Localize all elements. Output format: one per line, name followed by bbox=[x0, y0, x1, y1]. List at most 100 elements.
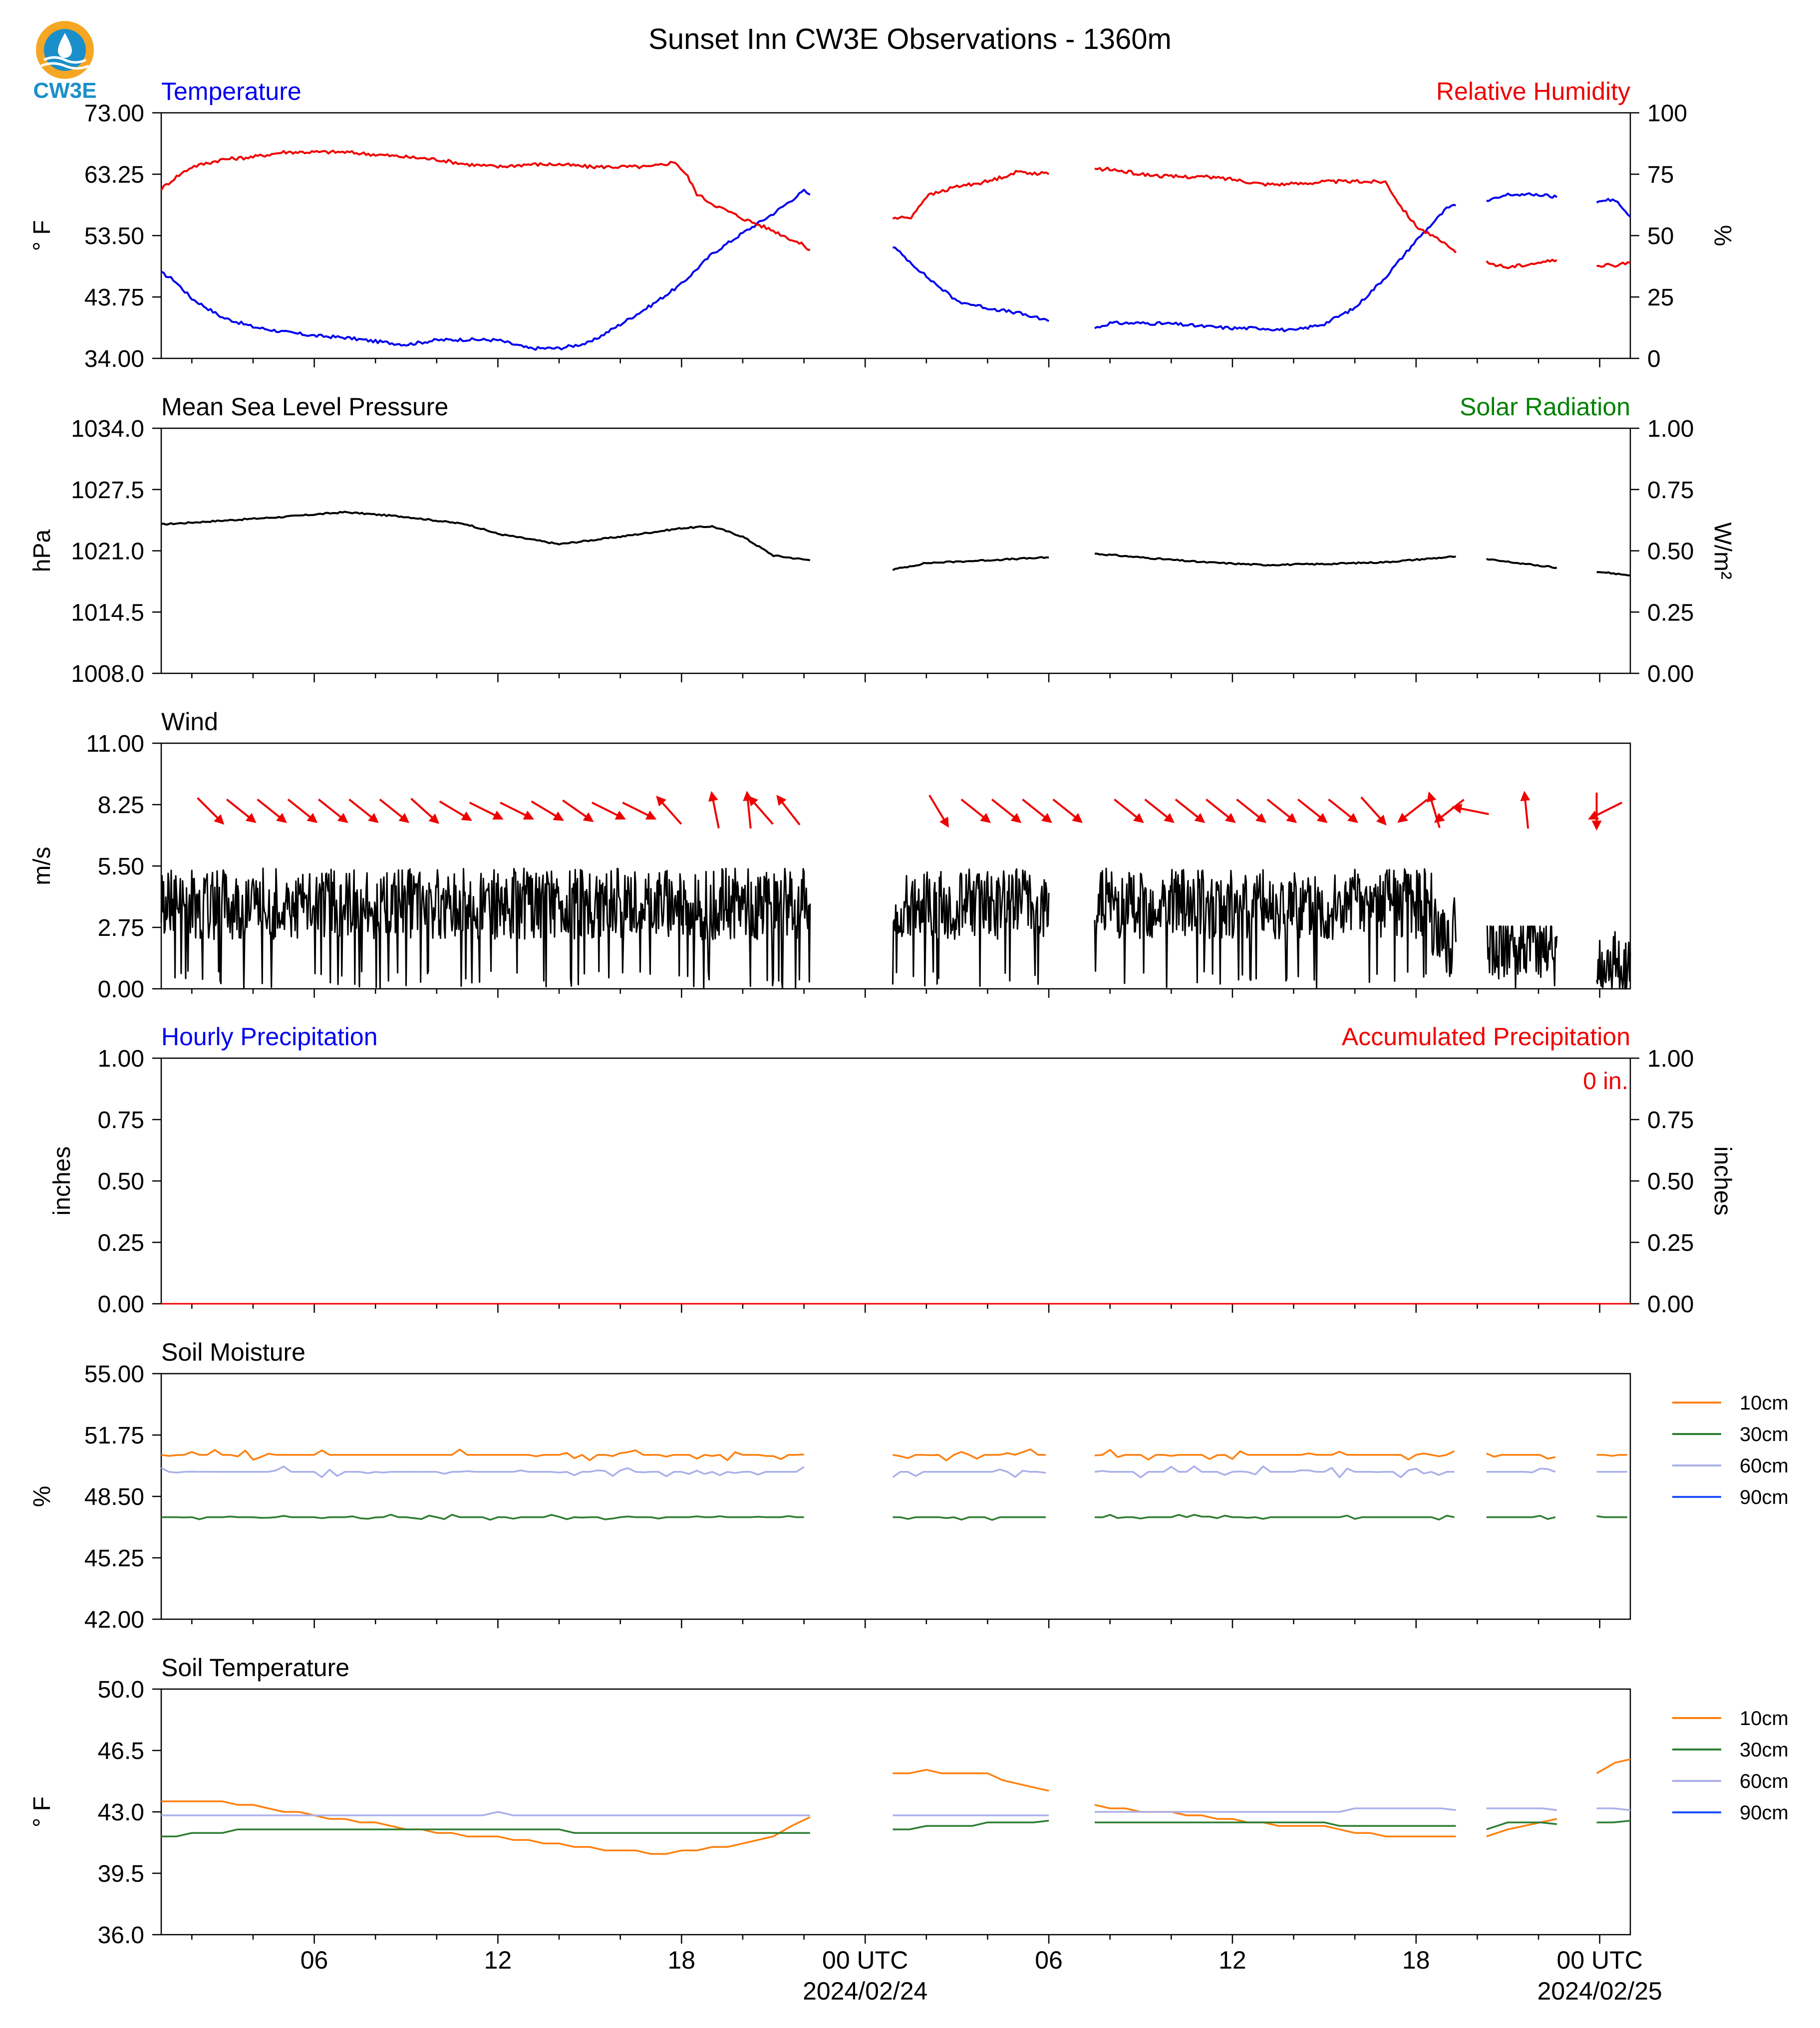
soil-temp-line bbox=[1596, 1758, 1631, 1774]
wind-direction-arrow bbox=[991, 798, 1022, 823]
pressure-title: Mean Sea Level Pressure bbox=[161, 393, 448, 421]
soil-moisture-line bbox=[892, 1468, 1046, 1478]
temperature-series-line bbox=[1094, 166, 1457, 254]
soil-moisture-line bbox=[1486, 1452, 1556, 1460]
soil_moisture-ytick-label: 48.50 bbox=[84, 1484, 144, 1510]
soil_temp-title: Soil Temperature bbox=[161, 1654, 349, 1682]
soil-moisture-line bbox=[161, 1465, 805, 1478]
soil_temp-legend-label: 10cm bbox=[1740, 1708, 1789, 1730]
wind-direction-arrow bbox=[1434, 799, 1465, 823]
pressure-series-line bbox=[892, 556, 1049, 571]
figure-title: Sunset Inn CW3E Observations - 1360m bbox=[648, 23, 1172, 55]
temperature-y2label: % bbox=[1709, 225, 1736, 247]
temperature-right-title: Relative Humidity bbox=[1436, 77, 1630, 105]
wind-direction-arrow bbox=[410, 798, 440, 824]
wind-direction-arrow bbox=[776, 795, 801, 826]
wind-direction-arrow bbox=[1144, 798, 1175, 823]
wind-direction-arrow bbox=[1297, 798, 1328, 823]
soil-moisture-line bbox=[1486, 1467, 1556, 1473]
soil_moisture-ytick-label: 51.75 bbox=[84, 1423, 144, 1449]
wind-direction-arrow bbox=[317, 798, 348, 823]
wind-direction-arrow bbox=[348, 798, 379, 823]
temperature-series-line bbox=[1094, 204, 1456, 332]
x-tick-label: 12 bbox=[484, 1946, 512, 1974]
temperature-series-line bbox=[1596, 261, 1631, 268]
pressure-ytick-label: 1014.5 bbox=[71, 599, 144, 626]
wind-direction-arrow bbox=[1175, 798, 1206, 823]
wind-direction-arrow bbox=[287, 798, 318, 823]
wind-direction-arrow bbox=[1328, 798, 1358, 823]
temperature-series-line bbox=[1596, 198, 1631, 218]
precip-frame bbox=[160, 1057, 1631, 1305]
wind-direction-arrow bbox=[1427, 791, 1441, 829]
wind-ylabel: m/s bbox=[29, 847, 55, 885]
precip-y2tick-label: 0.25 bbox=[1647, 1230, 1694, 1256]
wind-direction-arrow bbox=[1206, 798, 1236, 823]
precip-ytick-label: 0.25 bbox=[98, 1230, 144, 1256]
soil-temp-line bbox=[1596, 1819, 1631, 1823]
wind-direction-arrow bbox=[1360, 796, 1387, 826]
wind-ytick-label: 8.25 bbox=[98, 792, 144, 819]
soil_temp-legend-label: 30cm bbox=[1740, 1739, 1789, 1761]
soil_temp-frame bbox=[160, 1688, 1631, 1936]
temperature-series-line bbox=[161, 189, 811, 351]
wind-speed-line bbox=[1094, 868, 1457, 989]
wind-direction-arrow bbox=[656, 796, 682, 825]
precip-y2tick-label: 0.75 bbox=[1647, 1107, 1694, 1134]
soil-moisture-line bbox=[161, 1449, 804, 1461]
x-tick-label: 00 UTC bbox=[1557, 1946, 1643, 1974]
pressure-panel bbox=[152, 427, 1639, 682]
wind-direction-arrow bbox=[500, 802, 535, 820]
soil-temp-line bbox=[1486, 1807, 1557, 1811]
x-tick-label: 00 UTC bbox=[822, 1946, 908, 1974]
temperature-series-line bbox=[1486, 192, 1558, 202]
precip-ytick-label: 0.50 bbox=[98, 1168, 144, 1195]
wind-speed-line bbox=[1486, 925, 1558, 989]
wind-direction-arrow bbox=[197, 797, 225, 825]
precip-ylabel: inches bbox=[49, 1147, 75, 1216]
temperature-ytick-label: 43.75 bbox=[84, 285, 144, 311]
wind-direction-arrow bbox=[379, 798, 410, 823]
wind-direction-arrow bbox=[1588, 802, 1623, 820]
wind-panel bbox=[152, 742, 1631, 998]
precip-ytick-label: 0.00 bbox=[98, 1291, 144, 1318]
pressure-y2tick-label: 0.25 bbox=[1647, 599, 1694, 626]
soil_moisture-ytick-label: 55.00 bbox=[84, 1361, 144, 1388]
soil-temp-line bbox=[161, 1800, 811, 1855]
logo-text: CW3E bbox=[33, 78, 96, 103]
soil_temp-ytick-label: 36.0 bbox=[98, 1922, 144, 1949]
temperature-y2tick-label: 0 bbox=[1647, 346, 1661, 372]
soil_temp-ytick-label: 43.0 bbox=[98, 1799, 144, 1826]
pressure-y2label: W/m² bbox=[1709, 522, 1736, 579]
wind-ytick-label: 11.00 bbox=[86, 731, 144, 757]
wind-direction-arrow bbox=[257, 798, 287, 823]
accum-total-label: 0 in. bbox=[1583, 1068, 1628, 1095]
soil_temp-ytick-label: 50.0 bbox=[98, 1677, 144, 1703]
wind-speed-line bbox=[1596, 931, 1631, 990]
x-tick-label: 18 bbox=[1402, 1946, 1430, 1974]
pressure-ytick-label: 1008.0 bbox=[71, 661, 144, 687]
wind-direction-arrow bbox=[1236, 798, 1266, 823]
wind-direction-arrow bbox=[708, 791, 720, 829]
soil-moisture-line bbox=[161, 1513, 804, 1521]
wind-ytick-label: 2.75 bbox=[98, 915, 144, 941]
soil_moisture-legend-label: 10cm bbox=[1740, 1392, 1789, 1414]
soil_temp-legend-label: 90cm bbox=[1740, 1802, 1789, 1824]
x-tick-label: 18 bbox=[668, 1946, 696, 1974]
soil_moisture-title: Soil Moisture bbox=[161, 1338, 305, 1366]
pressure-series-line bbox=[1094, 553, 1456, 567]
wind-ytick-label: 5.50 bbox=[98, 854, 144, 880]
wind-direction-arrow bbox=[622, 802, 657, 820]
wind-direction-arrow bbox=[469, 802, 504, 820]
soil-temp-line bbox=[1095, 1821, 1456, 1827]
wind-title: Wind bbox=[161, 708, 218, 736]
wind-direction-arrow bbox=[928, 795, 949, 828]
x-tick-label: 12 bbox=[1218, 1946, 1246, 1974]
soil-moisture-line bbox=[1596, 1453, 1627, 1457]
soil-moisture-line bbox=[893, 1516, 1046, 1521]
wind-direction-arrow bbox=[1114, 798, 1144, 823]
temperature-ytick-label: 73.00 bbox=[84, 100, 144, 127]
soil_temp-ytick-label: 46.5 bbox=[98, 1738, 144, 1764]
wind-direction-arrow bbox=[960, 798, 991, 823]
